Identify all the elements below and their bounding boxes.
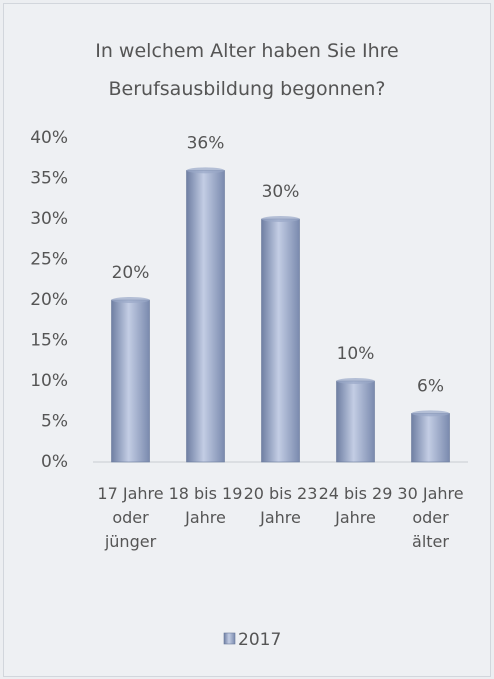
x-tick-label: 18 bis 19 Jahre (168, 484, 243, 527)
y-tick-label: 15% (30, 331, 68, 351)
y-tick-label: 25% (30, 250, 68, 270)
x-tick-label: 17 Jahre oder jünger (97, 484, 164, 551)
legend-swatch (223, 632, 236, 645)
bar-top (411, 410, 450, 417)
x-tick-label: 20 bis 23 Jahre (243, 484, 318, 527)
y-tick-label: 35% (30, 169, 68, 189)
y-tick-label: 30% (30, 209, 68, 229)
chart-frame (3, 3, 491, 677)
x-tick-label: 30 Jahre oder älter (397, 484, 464, 551)
bar-top (186, 167, 225, 174)
bar (111, 299, 150, 463)
y-tick-label: 10% (30, 371, 68, 391)
legend-label: 2017 (238, 630, 281, 650)
bar-top (261, 216, 300, 222)
y-tick-label: 0% (41, 452, 68, 472)
value-label: 36% (187, 133, 225, 153)
value-label: 10% (337, 344, 375, 364)
y-tick-label: 40% (30, 128, 68, 148)
x-tick-label: 24 bis 29 Jahre (318, 484, 393, 527)
bar-top (336, 378, 375, 384)
value-label: 20% (112, 263, 150, 283)
bar-top (111, 297, 150, 303)
y-tick-label: 5% (41, 412, 68, 432)
bar (411, 413, 450, 463)
bar (186, 170, 225, 463)
value-label: 6% (417, 376, 444, 396)
bar (261, 218, 300, 463)
value-label: 30% (262, 182, 300, 202)
y-tick-label: 20% (30, 290, 68, 310)
chart-title: In welchem Alter haben Sie Ihre Berufsau… (95, 40, 399, 100)
bar (336, 380, 375, 463)
